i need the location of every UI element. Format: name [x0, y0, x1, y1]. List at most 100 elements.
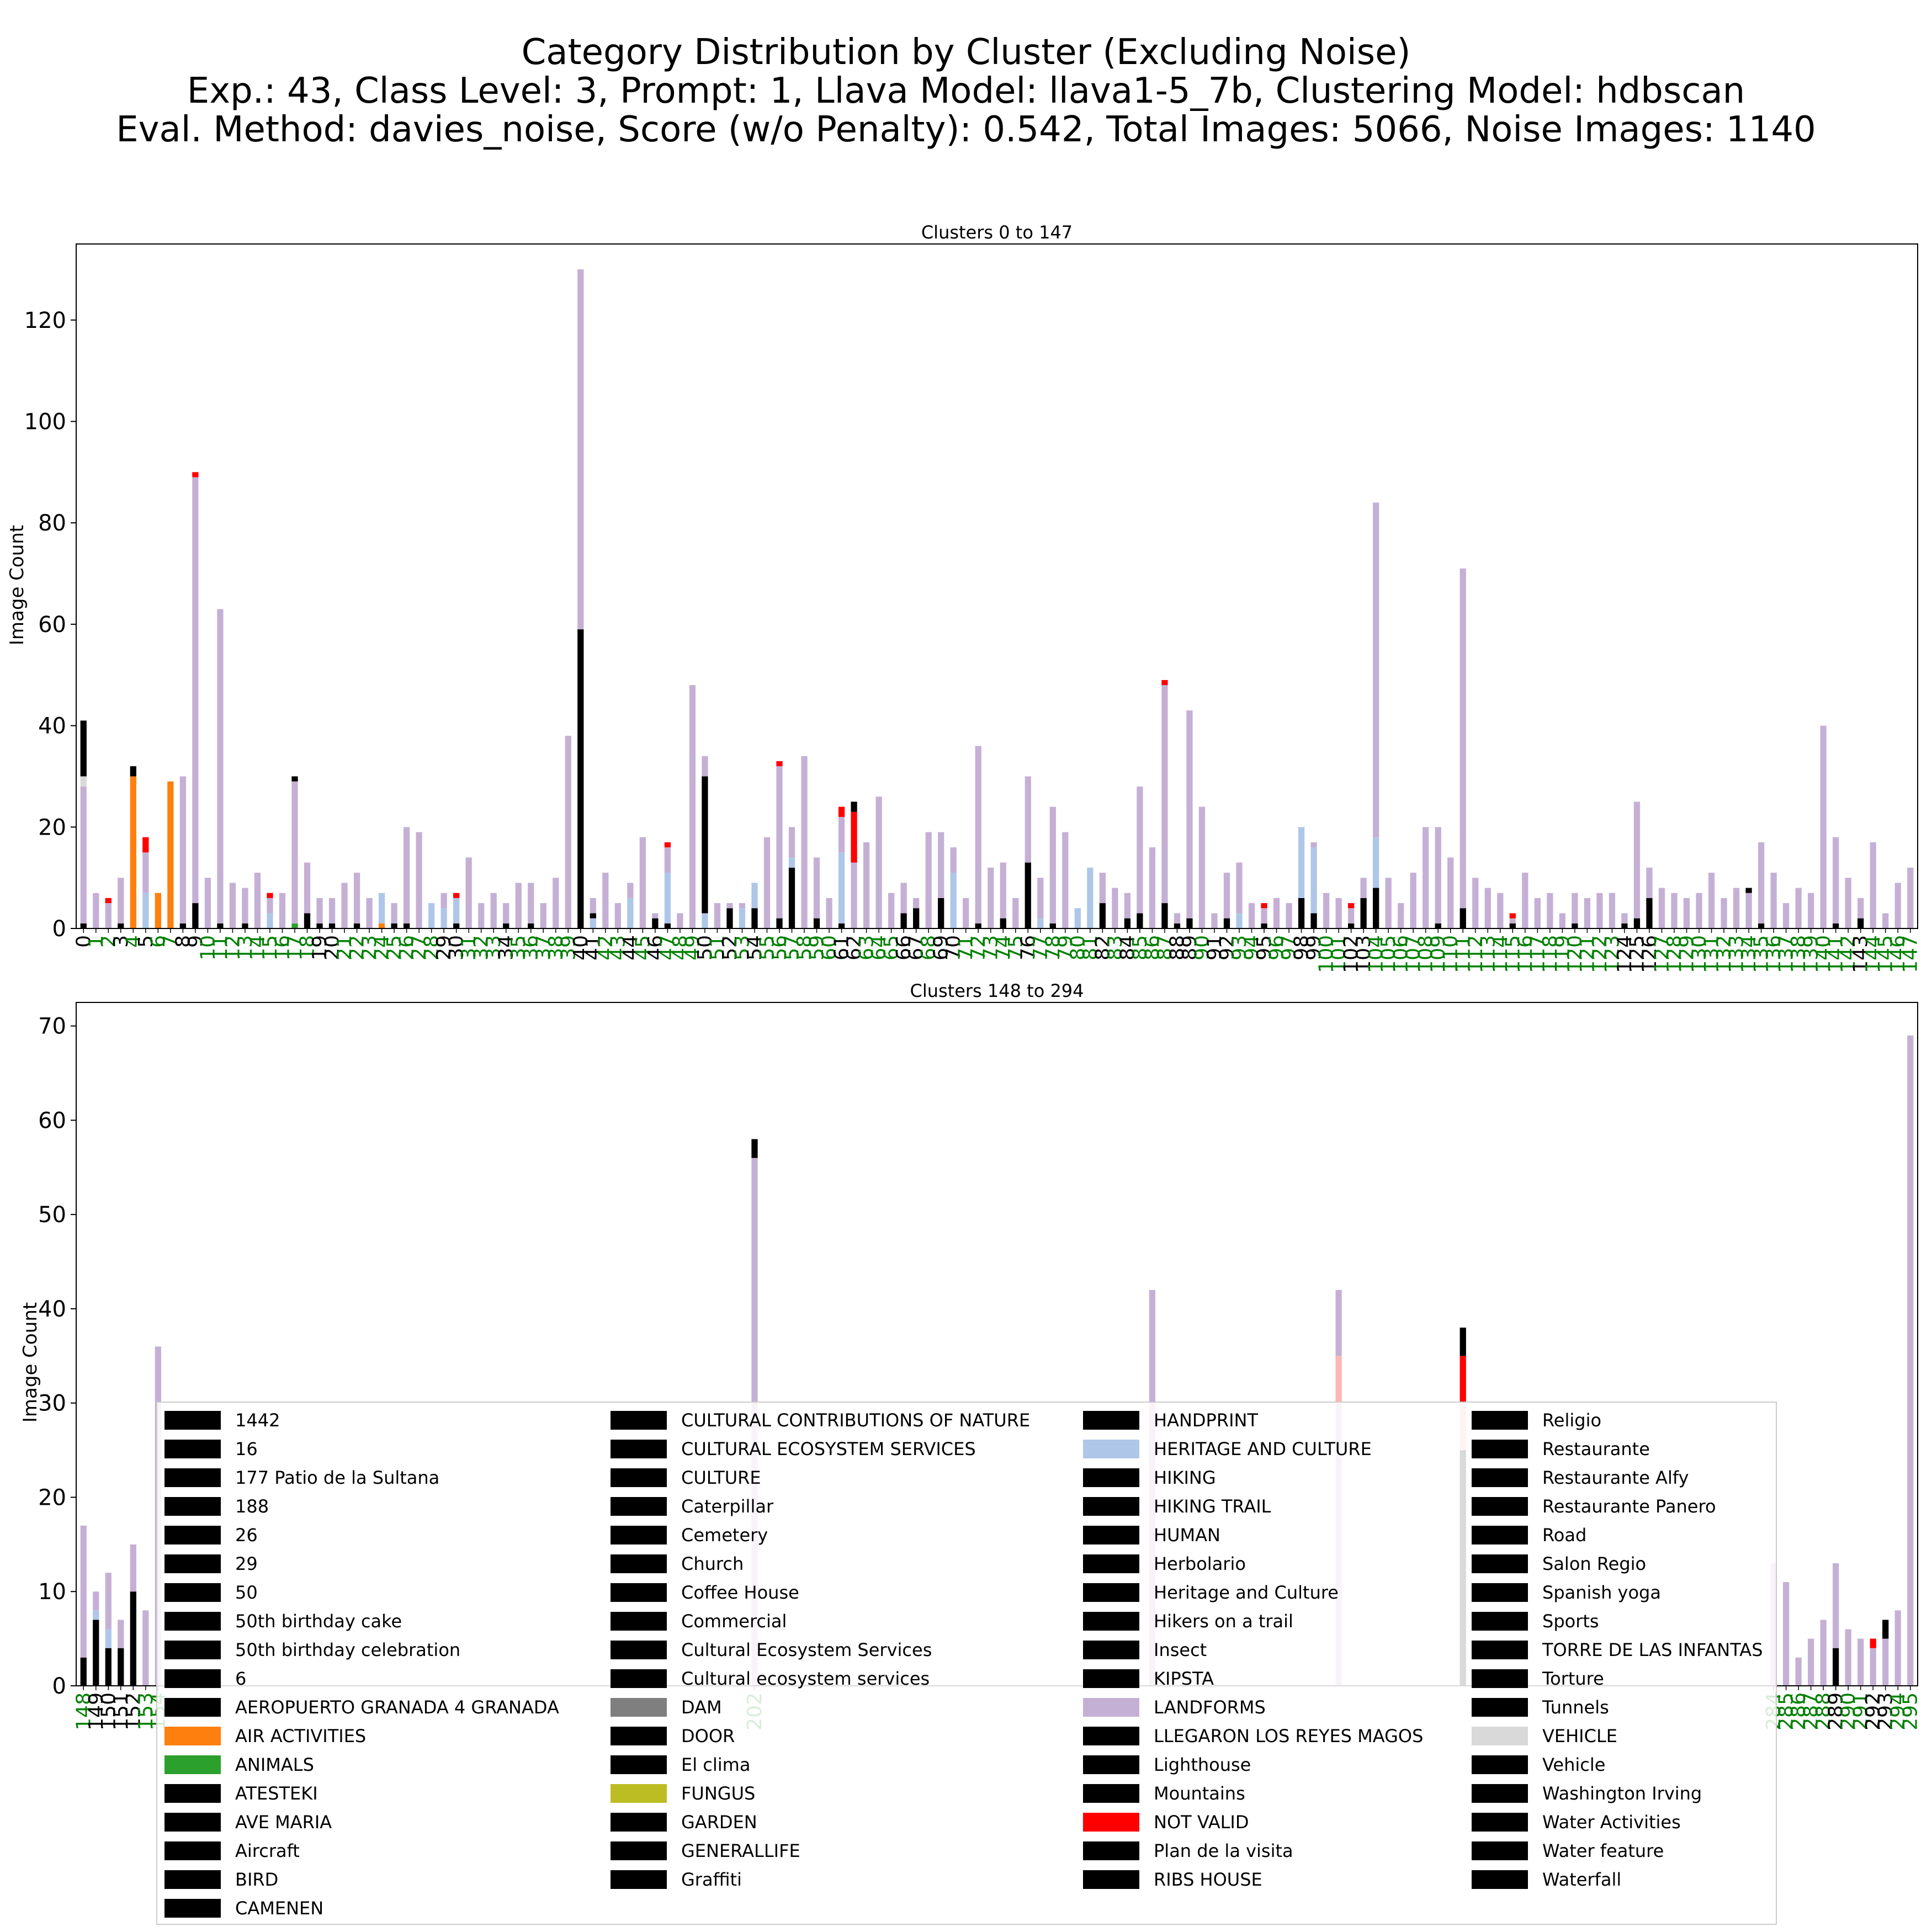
x-tick-label: 6: [147, 935, 169, 948]
bar-segment: [1633, 918, 1641, 928]
x-tick-label: 9: [184, 935, 207, 948]
x-tick-label: 21: [333, 935, 356, 960]
legend-label: Water feature: [1542, 1840, 1664, 1861]
bar-segment: [1882, 1620, 1889, 1639]
bar-segment: [565, 735, 571, 928]
bar-segment: [93, 1591, 99, 1611]
legend-swatch: [1472, 1583, 1528, 1602]
bar-segment: [503, 903, 509, 923]
x-tick-label: 135: [1750, 935, 1773, 973]
bar-segment: [751, 908, 758, 928]
x-tick-label: 106: [1390, 935, 1413, 973]
bar-segment: [938, 898, 944, 928]
bar-segment: [1410, 872, 1416, 928]
x-tick-label: 289: [1825, 1692, 1848, 1731]
x-tick-label: 117: [1526, 935, 1549, 973]
legend-label: Caterpillar: [681, 1496, 774, 1517]
bar-segment: [664, 842, 671, 848]
bar-segment: [1795, 1657, 1802, 1686]
bar-segment: [925, 832, 932, 928]
bar-segment: [1621, 923, 1628, 928]
x-tick-label: 128: [1663, 935, 1686, 973]
bar-segment: [1696, 893, 1702, 928]
x-tick-label: 88: [1166, 935, 1188, 960]
x-tick-label: 28: [421, 935, 443, 960]
x-tick-label: 151: [110, 1692, 132, 1731]
bar-segment: [577, 269, 584, 630]
legend: 1442 16 177 Patio de la Sultana 188 26 29 50 50…: [156, 1402, 1777, 1925]
bar-segment: [1907, 1035, 1914, 1686]
legend-swatch: [164, 1698, 221, 1717]
legend-swatch: [1083, 1497, 1139, 1516]
legend-label: Cultural ecosystem services: [681, 1668, 930, 1689]
x-tick-label: 68: [917, 935, 940, 960]
legend-swatch: [611, 1698, 667, 1717]
x-tick-label: 56: [768, 935, 791, 960]
bar-segment: [105, 898, 112, 904]
legend-label: DOOR: [681, 1726, 735, 1747]
bar-segment: [391, 903, 397, 923]
bar-segment: [1211, 913, 1218, 928]
legend-label: Vehicle: [1542, 1754, 1605, 1775]
x-tick-label: 101: [1328, 935, 1350, 973]
bar-segment: [851, 811, 857, 863]
bar-segment: [1124, 918, 1131, 928]
x-tick-label: 30: [445, 935, 468, 960]
bar-segment: [1633, 802, 1641, 919]
legend-swatch: [611, 1526, 667, 1544]
legend-label: Sports: [1542, 1611, 1599, 1632]
bar-segment: [590, 898, 596, 914]
bar-segment: [1621, 913, 1628, 923]
legend-swatch: [1083, 1784, 1139, 1803]
bar-segment: [1385, 878, 1392, 928]
x-tick-label: 19: [309, 935, 331, 960]
bar-segment: [1609, 893, 1616, 928]
x-tick-label: 92: [1216, 935, 1239, 960]
panel-top-y-label: Image Count: [6, 525, 28, 645]
legend-swatch: [1472, 1612, 1528, 1631]
legend-swatch: [611, 1841, 667, 1860]
legend-label: HANDPRINT: [1154, 1410, 1258, 1431]
legend-label: HERITAGE AND CULTURE: [1154, 1439, 1372, 1459]
bar-segment: [503, 923, 509, 928]
bar-segment: [118, 1648, 124, 1686]
bar-segment: [677, 913, 683, 928]
bar-segment: [851, 802, 857, 812]
legend-label: Plan de la visita: [1154, 1840, 1293, 1861]
bar-segment: [1025, 862, 1031, 928]
y-tick-label: 20: [38, 815, 66, 840]
bar-segment: [1572, 893, 1578, 923]
bar-segment: [316, 898, 323, 923]
legend-swatch: [1472, 1698, 1528, 1717]
bar-segment: [1833, 837, 1839, 923]
bar-segment: [1099, 872, 1106, 904]
bar-segment: [1161, 680, 1168, 686]
bar-segment: [1236, 913, 1243, 928]
bar-segment: [1161, 685, 1168, 904]
bar-segment: [229, 883, 236, 928]
bar-segment: [664, 923, 671, 928]
legend-label: HIKING: [1154, 1467, 1216, 1488]
bar-segment: [1833, 1648, 1839, 1686]
bar-segment: [590, 913, 596, 919]
bar-segment: [900, 913, 907, 928]
bar-segment: [1360, 898, 1367, 928]
bar-segment: [105, 1573, 112, 1630]
x-tick-label: 55: [756, 935, 779, 960]
legend-swatch: [1083, 1468, 1139, 1487]
x-tick-label: 27: [408, 935, 431, 960]
bar-segment: [453, 898, 460, 923]
legend-swatch: [1083, 1612, 1139, 1631]
bar-segment: [1658, 888, 1665, 928]
bar-segment: [702, 756, 708, 777]
bar-segment: [1870, 1648, 1876, 1686]
legend-swatch: [1472, 1755, 1528, 1774]
legend-label: 188: [235, 1496, 269, 1517]
bar-segment: [1310, 847, 1317, 914]
bar-segment: [1310, 842, 1317, 848]
legend-swatch: [611, 1554, 667, 1573]
bar-segment: [1310, 913, 1317, 928]
bar-segment: [1745, 888, 1752, 893]
x-tick-label: 93: [1228, 935, 1251, 960]
x-tick-label: 85: [1129, 935, 1151, 960]
